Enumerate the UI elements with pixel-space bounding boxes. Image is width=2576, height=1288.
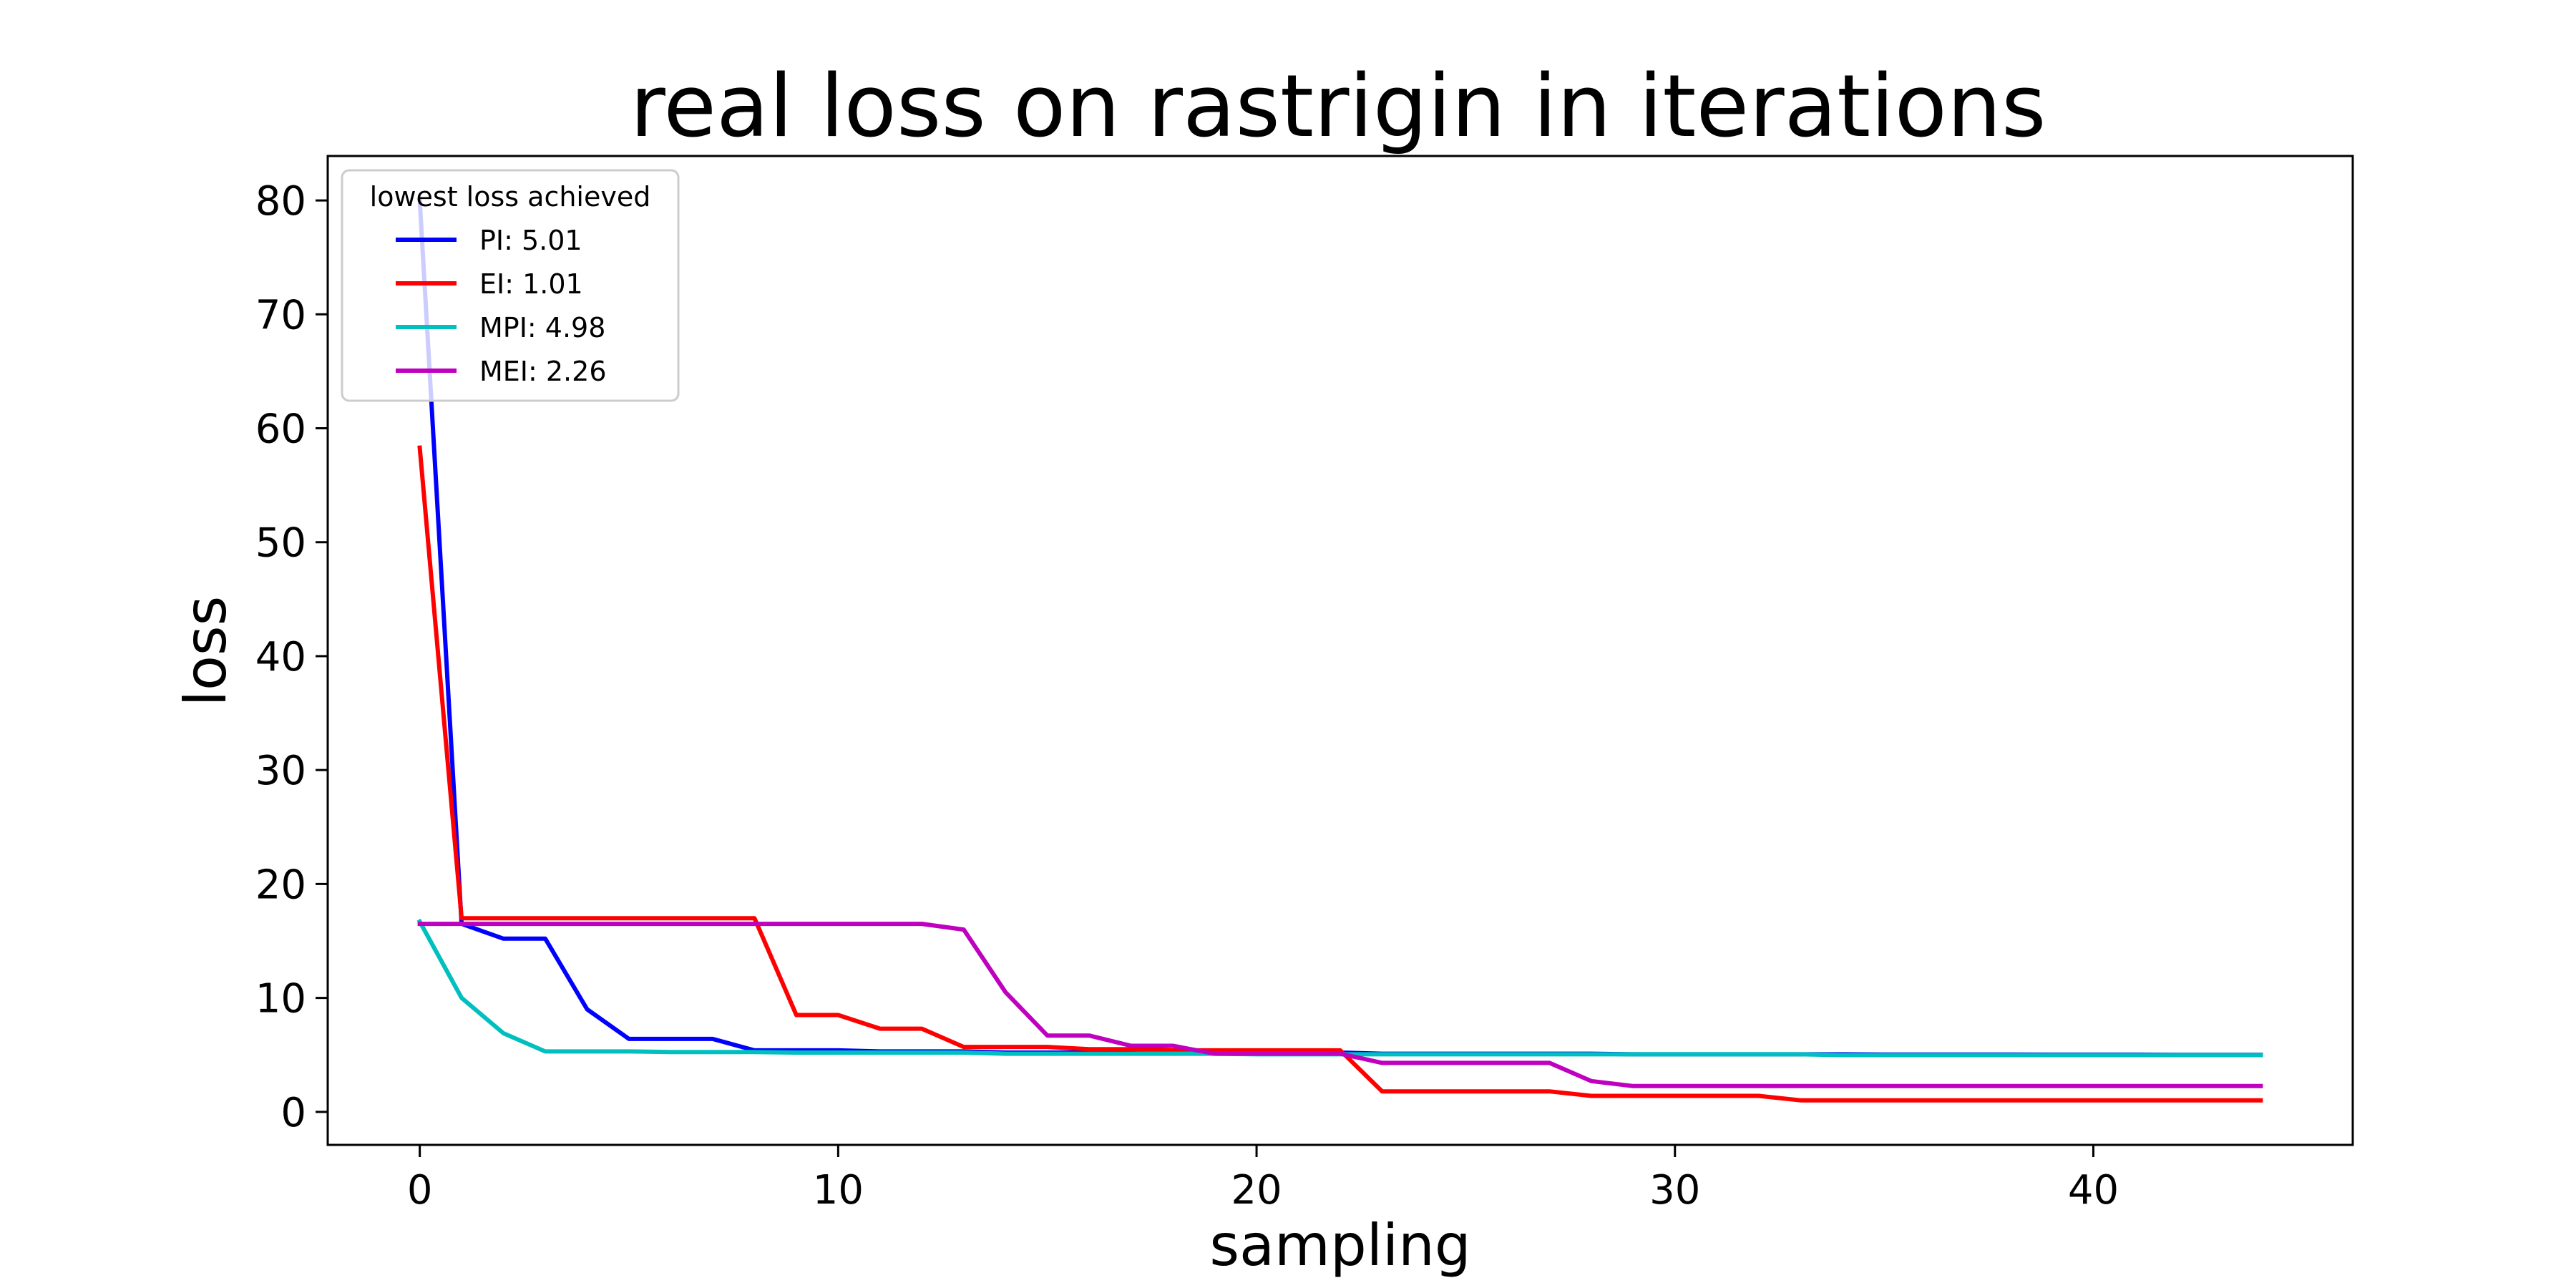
legend-box <box>341 169 680 402</box>
y-tick-label: 60 <box>255 406 306 453</box>
x-axis-label: sampling <box>1209 1212 1470 1279</box>
legend-label-1: EI: 1.01 <box>479 268 583 300</box>
y-axis-label: loss <box>172 596 239 707</box>
y-tick-label: 30 <box>255 748 306 794</box>
x-tick-label: 20 <box>1231 1167 1282 1214</box>
x-tick-label: 0 <box>407 1167 433 1214</box>
series-line-1 <box>417 445 2263 1103</box>
y-tick-label: 40 <box>255 634 306 680</box>
legend-label-3: MEI: 2.26 <box>479 356 607 387</box>
y-tick-label: 70 <box>255 292 306 338</box>
legend-label-2: MPI: 4.98 <box>479 312 605 343</box>
legend-label-0: PI: 5.01 <box>479 225 582 256</box>
y-tick-label: 10 <box>255 976 306 1023</box>
y-tick-label: 0 <box>280 1090 306 1136</box>
series-line-3 <box>417 922 2263 1088</box>
plot-frame <box>326 155 2354 1146</box>
y-tick-label: 50 <box>255 520 306 567</box>
x-tick-label: 40 <box>2068 1167 2119 1214</box>
series-layer <box>416 197 2263 1103</box>
x-tick-label: 10 <box>813 1167 864 1214</box>
y-tick-label: 80 <box>255 178 306 225</box>
legend: lowest loss achieved PI: 5.01 EI: 1.01 MPI… <box>341 169 680 402</box>
legend-entries: PI: 5.01 EI: 1.01 MPI: 4.98 MEI: 2.26 <box>396 225 607 387</box>
y-axis-ticks: 0 10 20 30 40 50 60 70 80 <box>255 178 328 1136</box>
y-tick-label: 20 <box>255 862 306 908</box>
x-axis-ticks: 0 10 20 30 40 <box>407 1145 2119 1214</box>
chart-title: real loss on rastrigin in iterations <box>630 57 2046 157</box>
legend-title: lowest loss achieved <box>370 181 651 213</box>
x-tick-label: 30 <box>1649 1167 1700 1214</box>
